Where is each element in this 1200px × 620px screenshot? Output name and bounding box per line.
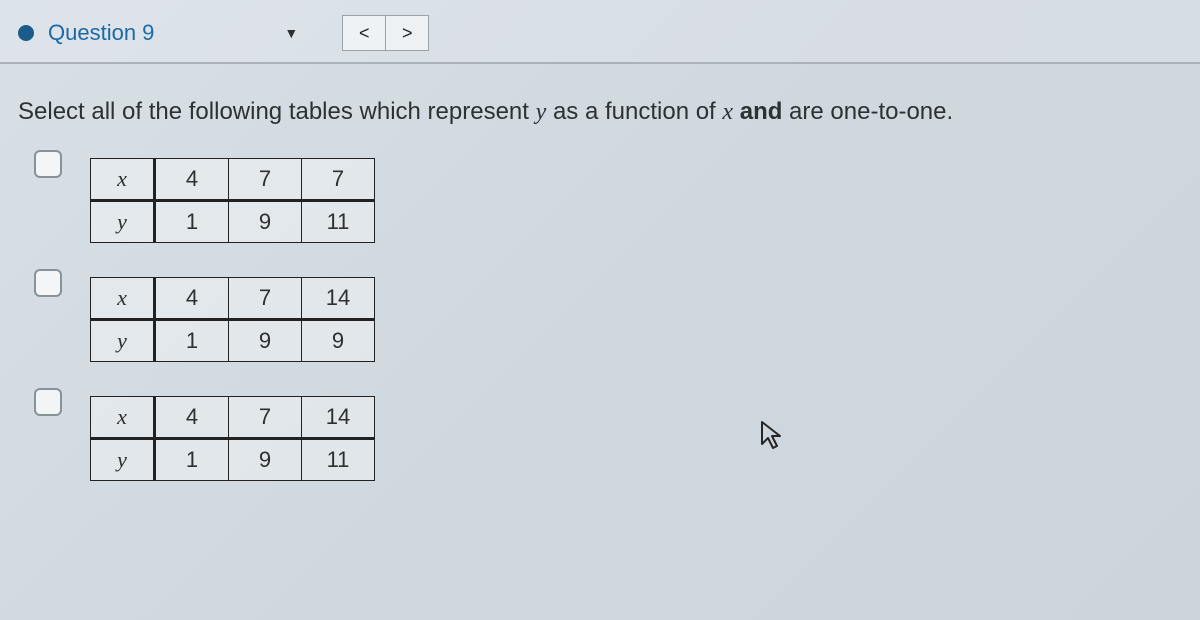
next-button[interactable]: > <box>386 15 429 51</box>
nav-buttons: < > <box>342 15 429 51</box>
var-x: x <box>722 99 733 125</box>
prev-button[interactable]: < <box>342 15 386 51</box>
xy-table: x4714y199 <box>90 277 375 362</box>
table-cell: 1 <box>155 439 229 481</box>
prompt-segment: as a function of <box>546 98 722 125</box>
question-dropdown[interactable]: ▼ <box>278 23 304 43</box>
table-cell: 14 <box>302 397 375 439</box>
table-cell: 11 <box>302 439 375 481</box>
row-header-x: x <box>91 397 155 439</box>
prompt-text: Select all of the following tables which… <box>0 64 1200 142</box>
option-row: x4714 y1911 <box>72 396 1160 481</box>
option-row: x4714y199 <box>72 277 1160 362</box>
prompt-segment-bold: and <box>733 98 782 125</box>
table-cell: 4 <box>155 278 229 320</box>
table-cell: 1 <box>155 320 229 362</box>
table-cell: 9 <box>229 201 302 243</box>
table-cell: 4 <box>155 397 229 439</box>
chevron-right-icon: > <box>402 23 413 44</box>
table-cell: 9 <box>302 320 375 362</box>
row-header-y: y <box>91 201 155 243</box>
options-list: x477y1911x4714y199x4714y1911 <box>0 142 1200 481</box>
status-dot <box>18 25 34 41</box>
table-cell: 4 <box>155 159 229 201</box>
table-cell: 7 <box>229 159 302 201</box>
table-cell: 9 <box>229 320 302 362</box>
option-checkbox[interactable] <box>34 388 62 416</box>
row-header-x: x <box>91 159 155 201</box>
xy-table: x4714 y1911 <box>90 396 375 481</box>
question-label: Question 9 <box>48 20 154 46</box>
xy-table: x477y1911 <box>90 158 375 243</box>
var-y: y <box>536 99 547 125</box>
option-row: x477y1911 <box>72 158 1160 243</box>
table-cell: 7 <box>229 278 302 320</box>
table-cell: 7 <box>229 397 302 439</box>
table-cell: 9 <box>229 439 302 481</box>
chevron-left-icon: < <box>359 23 370 44</box>
row-header-x: x <box>91 278 155 320</box>
prompt-segment: are one-to-one. <box>782 98 953 125</box>
table-cell: 11 <box>302 201 375 243</box>
row-header-y: y <box>91 439 155 481</box>
option-checkbox[interactable] <box>34 150 62 178</box>
table-cell: 1 <box>155 201 229 243</box>
table-cell: 7 <box>302 159 375 201</box>
table-cell: 14 <box>302 278 375 320</box>
prompt-segment: Select all of the following tables which… <box>18 98 536 125</box>
toolbar: Question 9 ▼ < > <box>0 0 1200 64</box>
page: Question 9 ▼ < > Select all of the follo… <box>0 0 1200 620</box>
row-header-y: y <box>91 320 155 362</box>
option-checkbox[interactable] <box>34 269 62 297</box>
